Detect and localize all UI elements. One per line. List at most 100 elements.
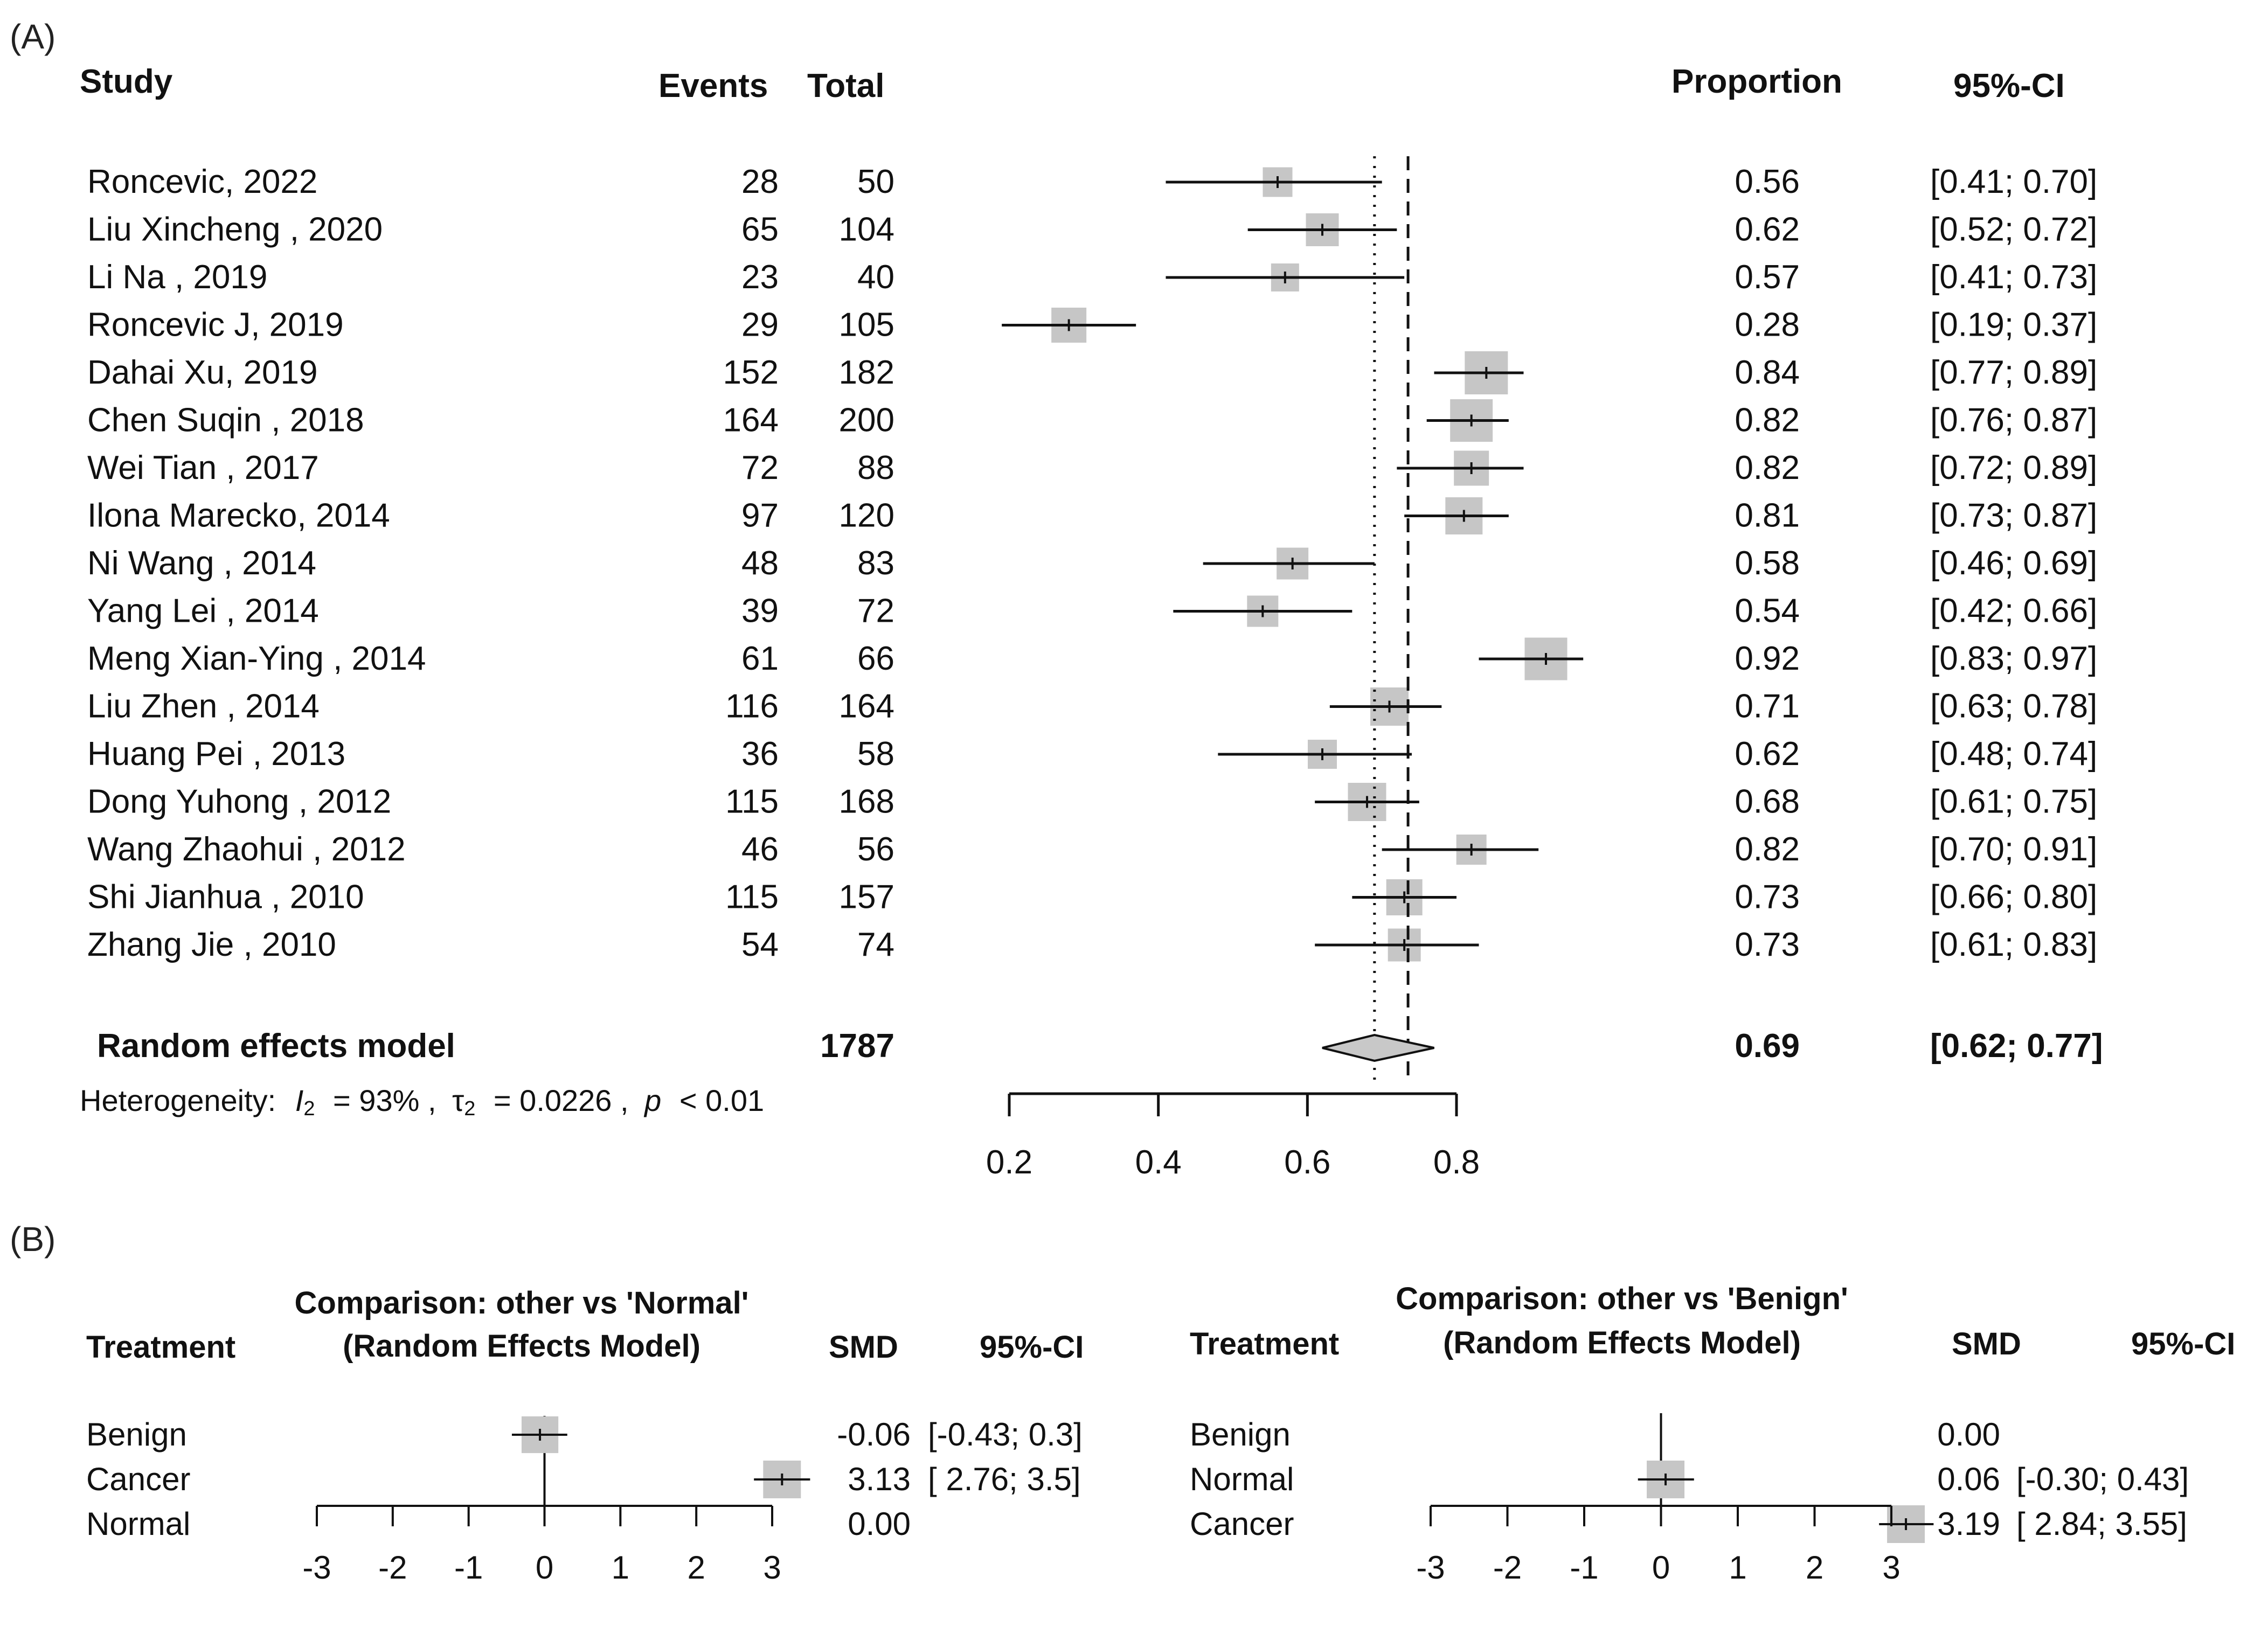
study-name: Wang Zhaohui , 2012 (87, 831, 406, 868)
treatment-name: Normal (1190, 1461, 1294, 1497)
study-total: 40 (857, 259, 894, 296)
study-events: 36 (741, 735, 779, 773)
b2-header-smd: SMD (1952, 1326, 2021, 1361)
study-events: 46 (741, 831, 779, 868)
treatment-name: Benign (1190, 1416, 1291, 1453)
axis-tick-label: 2 (1806, 1549, 1823, 1586)
tau-symbol: τ (452, 1083, 464, 1117)
study-events: 115 (725, 783, 779, 821)
study-total: 66 (857, 640, 894, 677)
study-name: Dong Yuhong , 2012 (87, 783, 391, 821)
study-proportion: 0.92 (1735, 640, 1800, 677)
study-events: 72 (741, 449, 779, 487)
study-name: Liu Xincheng , 2020 (87, 211, 383, 248)
pooled-proportion: 0.69 (1735, 1027, 1800, 1065)
study-events: 28 (741, 163, 779, 200)
study-events: 115 (725, 879, 779, 916)
treatment-row: Cancer 3.13 [ 2.76; 3.5] (86, 1461, 1081, 1498)
tau-value: = 0.0226 , (494, 1083, 629, 1117)
study-name: Huang Pei , 2013 (87, 735, 345, 773)
study-row: Chen Suqin , 2018 164 200 0.82 [0.76; 0.87] (87, 399, 2097, 442)
b2-header-treatment: Treatment (1190, 1326, 1339, 1361)
study-ci: [0.41; 0.73] (1930, 259, 2097, 296)
header-proportion: Proportion (1671, 63, 1842, 100)
treatment-ci: [ 2.84; 3.55] (2016, 1506, 2187, 1542)
study-ci: [0.63; 0.78] (1930, 688, 2097, 725)
study-total: 105 (839, 307, 894, 344)
study-name: Meng Xian-Ying , 2014 (87, 640, 426, 677)
study-row: Meng Xian-Ying , 2014 61 66 0.92 [0.83; 0.97… (87, 637, 2097, 680)
study-name: Roncevic J, 2019 (87, 307, 344, 344)
axis-tick-label: -2 (1493, 1549, 1522, 1586)
study-row: Liu Xincheng , 2020 65 104 0.62 [0.52; 0.72] (87, 211, 2097, 248)
study-total: 168 (839, 783, 894, 821)
study-proportion: 0.73 (1735, 879, 1800, 916)
study-row: Li Na , 2019 23 40 0.57 [0.41; 0.73] (87, 259, 2097, 296)
study-total: 56 (857, 831, 894, 868)
header-study: Study (80, 63, 173, 100)
axis-tick-label: 0.4 (1135, 1144, 1182, 1181)
treatment-row: Cancer 3.19 [ 2.84; 3.55] (1190, 1505, 2187, 1543)
study-name: Shi Jianhua , 2010 (87, 879, 364, 916)
study-proportion: 0.82 (1735, 402, 1800, 439)
study-row: Wang Zhaohui , 2012 46 56 0.82 [0.70; 0.91] (87, 831, 2097, 868)
study-proportion: 0.82 (1735, 831, 1800, 868)
study-row: Huang Pei , 2013 36 58 0.62 [0.48; 0.74] (87, 735, 2097, 773)
panel-a: (A) Study Events Total Proportion 95%-CI… (10, 17, 2103, 1181)
study-ci: [0.73; 0.87] (1930, 497, 2097, 534)
axis-tick-label: -1 (454, 1549, 483, 1586)
study-row: Shi Jianhua , 2010 115 157 0.73 [0.66; 0.80] (87, 879, 2097, 916)
study-total: 88 (857, 449, 894, 487)
treatment-smd: 0.06 (1937, 1461, 2000, 1497)
study-total: 104 (839, 211, 894, 248)
study-proportion: 0.82 (1735, 449, 1800, 487)
study-proportion: 0.62 (1735, 735, 1800, 773)
study-total: 74 (857, 926, 894, 963)
study-row: Roncevic J, 2019 29 105 0.28 [0.19; 0.37] (87, 307, 2097, 344)
study-events: 152 (723, 354, 779, 391)
study-events: 164 (723, 402, 779, 439)
b1-forest: Benign -0.06 [-0.43; 0.3] Cancer 3.13 [ 2.76;… (86, 1416, 1083, 1586)
study-total: 58 (857, 735, 894, 773)
study-proportion: 0.68 (1735, 783, 1800, 821)
heterogeneity-prefix: Heterogeneity: (80, 1083, 276, 1117)
i2-sub: 2 (303, 1097, 315, 1120)
axis-tick-label: 1 (1729, 1549, 1746, 1586)
axis-tick-label: 2 (687, 1549, 705, 1586)
study-row: Yang Lei , 2014 39 72 0.54 [0.42; 0.66] (87, 593, 2097, 630)
study-events: 116 (725, 688, 779, 725)
axis-tick-label: -1 (1570, 1549, 1598, 1586)
b1-header-smd: SMD (829, 1330, 898, 1365)
study-rows: Roncevic, 2022 28 50 0.56 [0.41; 0.70] Liu Xi… (87, 163, 2097, 963)
study-proportion: 0.81 (1735, 497, 1800, 534)
treatment-name: Normal (86, 1506, 190, 1542)
study-proportion: 0.71 (1735, 688, 1800, 725)
axis-tick-label: 0.2 (986, 1144, 1032, 1181)
treatment-ci: [-0.43; 0.3] (928, 1416, 1083, 1453)
study-row: Ilona Marecko, 2014 97 120 0.81 [0.73; 0.87] (87, 497, 2097, 534)
study-name: Yang Lei , 2014 (87, 593, 319, 630)
b1-header-treatment: Treatment (86, 1330, 235, 1365)
study-proportion: 0.57 (1735, 259, 1800, 296)
pooled-label: Random effects model (97, 1027, 455, 1065)
study-events: 65 (741, 211, 779, 248)
axis-tick-label: -2 (378, 1549, 407, 1586)
study-ci: [0.52; 0.72] (1930, 211, 2097, 248)
pooled-ci: [0.62; 0.77] (1930, 1027, 2103, 1065)
study-proportion: 0.56 (1735, 163, 1800, 200)
heterogeneity-text: Heterogeneity: I2 = 93% , τ2 = 0.0226 , … (80, 1083, 764, 1122)
study-ci: [0.19; 0.37] (1930, 307, 2097, 344)
study-name: Wei Tian , 2017 (87, 449, 319, 487)
study-total: 164 (839, 688, 894, 725)
axis-tick-label: -3 (1416, 1549, 1445, 1586)
study-total: 83 (857, 545, 894, 582)
pooled-total: 1787 (820, 1027, 894, 1065)
study-ci: [0.70; 0.91] (1930, 831, 2097, 868)
study-total: 50 (857, 163, 894, 200)
axis-tick-label: 0.6 (1284, 1144, 1330, 1181)
study-events: 29 (741, 307, 779, 344)
treatment-name: Cancer (86, 1461, 190, 1497)
study-ci: [0.83; 0.97] (1930, 640, 2097, 677)
study-proportion: 0.62 (1735, 211, 1800, 248)
pooled-diamond (1322, 1033, 1434, 1062)
